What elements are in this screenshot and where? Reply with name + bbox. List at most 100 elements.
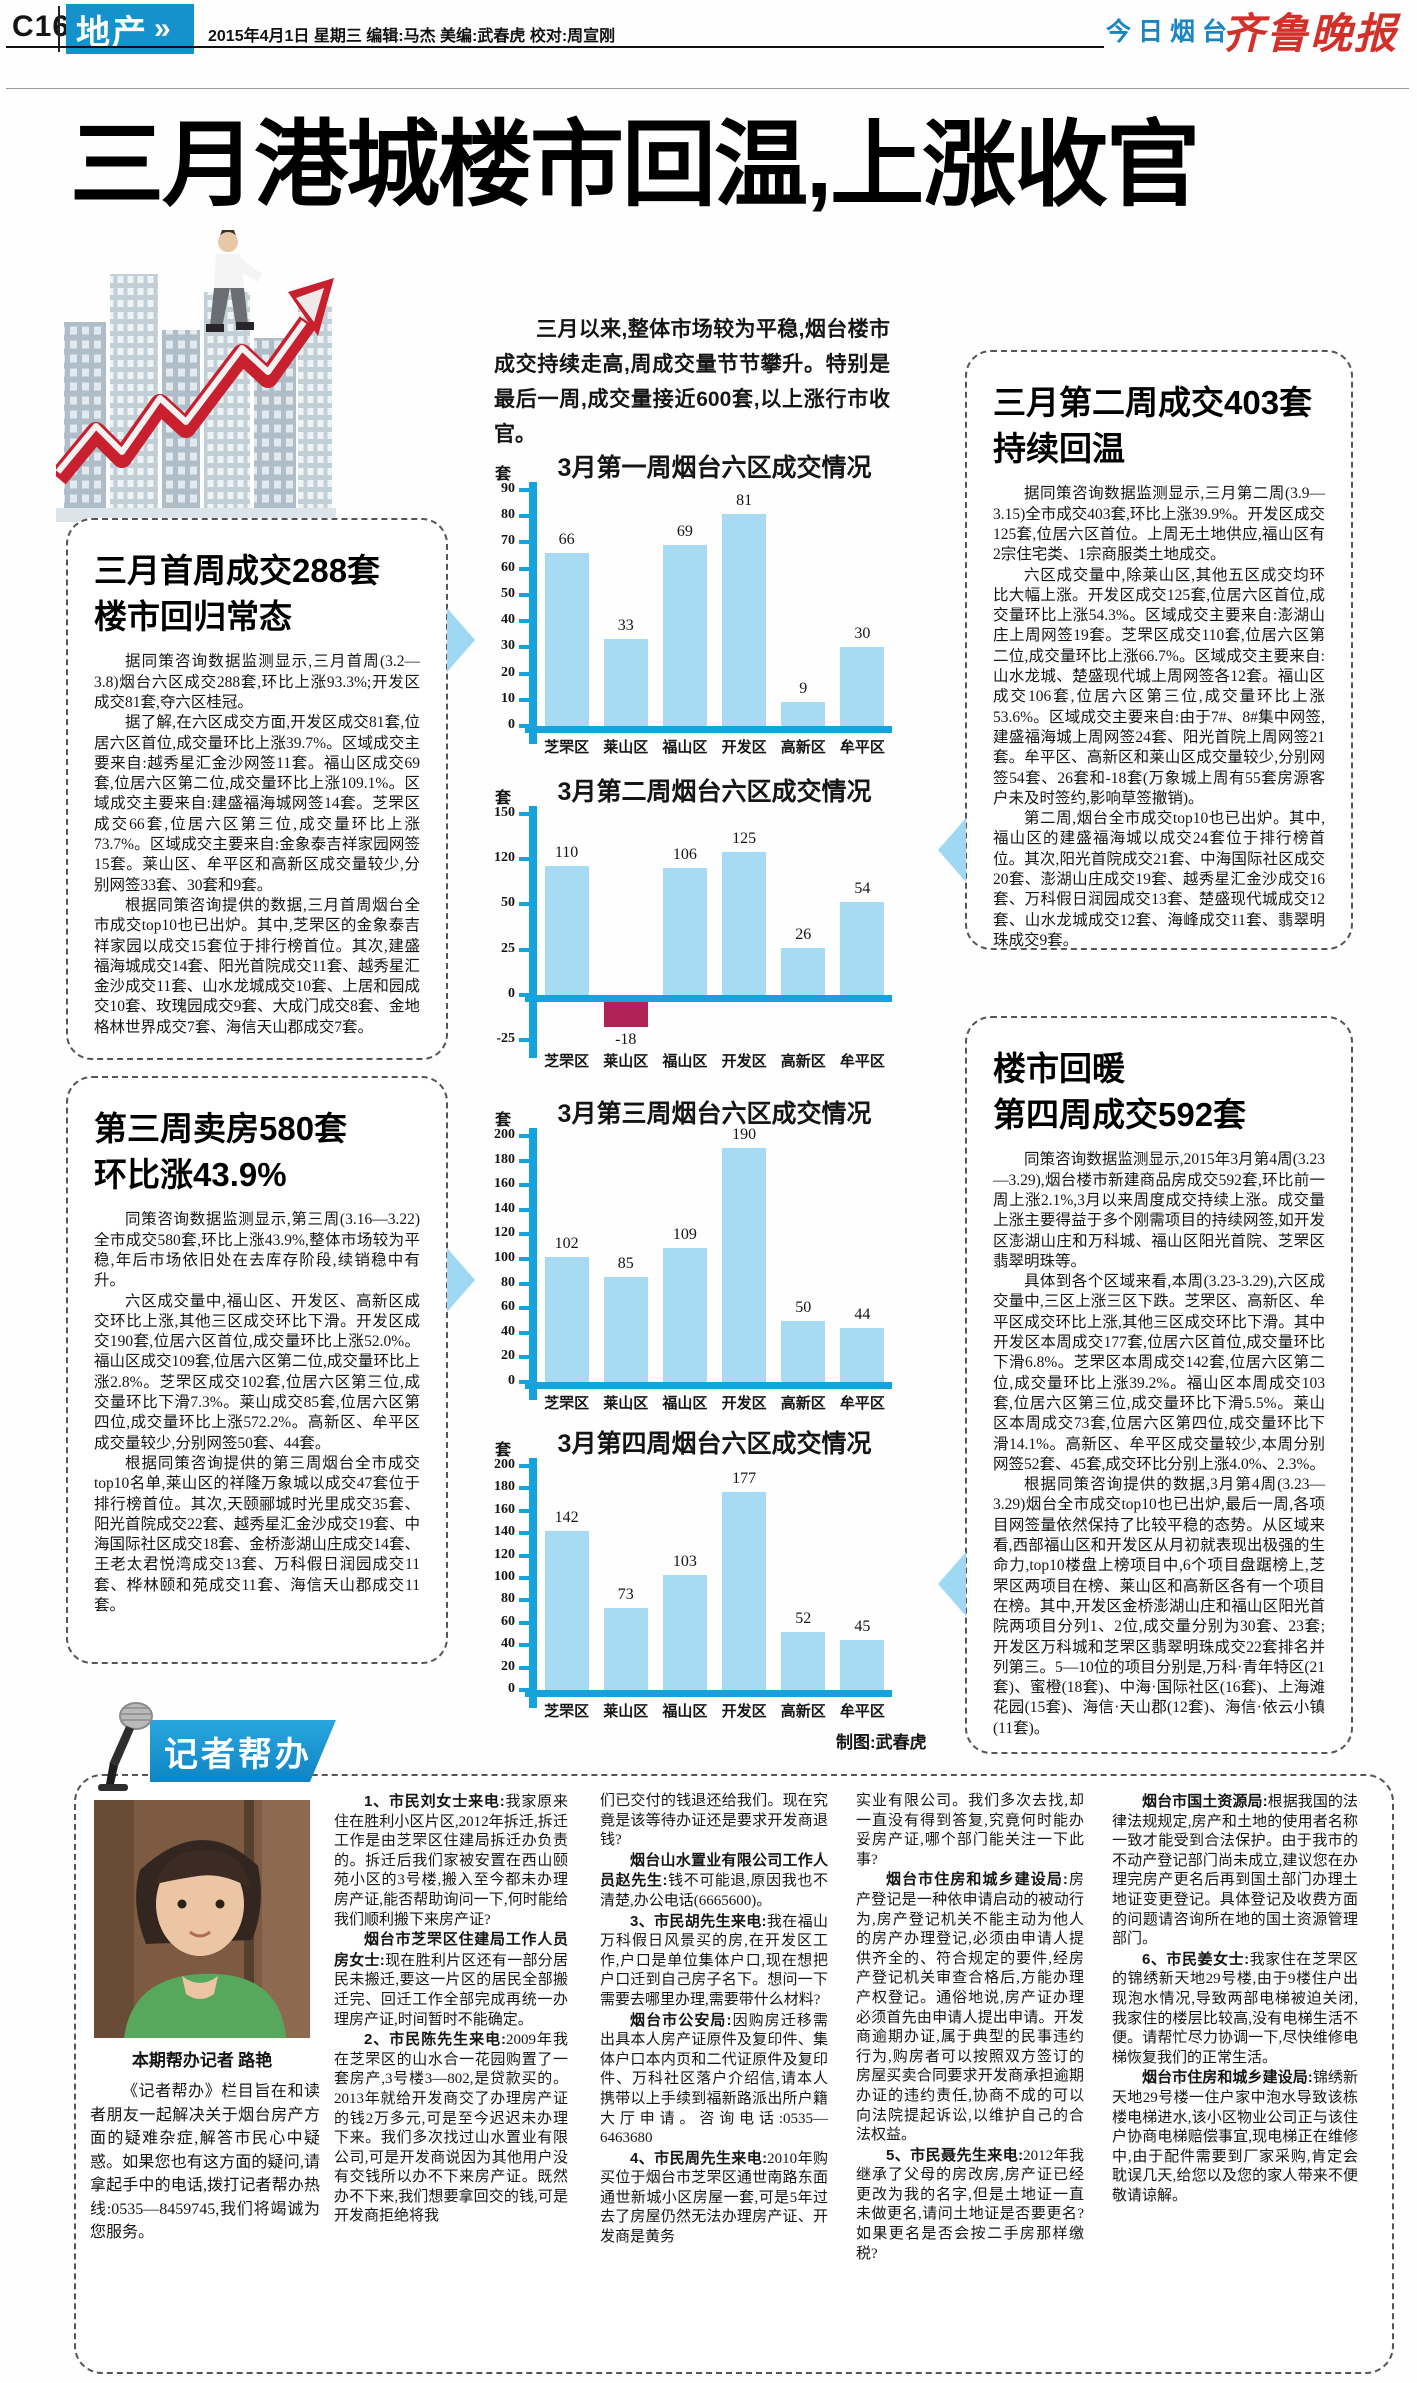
x-category-label: 莱山区 [603,1704,649,1720]
intro-paragraph: 三月以来,整体市场较为平稳,烟台楼市成交持续走高,周成交量节节攀升。特别是最后一… [494,318,890,446]
x-category-label: 开发区 [721,1054,767,1070]
y-tick-label: 160 [494,1176,515,1192]
x-category-label: 高新区 [780,1396,826,1412]
y-tick-label: 80 [501,1274,515,1290]
bar-value-label: 33 [617,617,634,635]
bar-value-label: 66 [558,530,575,548]
y-tick-label: 100 [494,1569,515,1584]
article-third-week: 第三周卖房580套 环比涨43.9% 同策咨询数据监测显示,第三周(3.16—3… [66,1076,448,1664]
bar-value-label: 69 [676,523,693,541]
y-tick-label: 140 [494,1200,515,1216]
y-tick-label: 200 [494,1457,515,1472]
x-category-label: 福山区 [662,1704,708,1720]
y-tick-mark [519,1134,529,1138]
y-axis-line [529,1128,537,1400]
chart-unit-label: 套 [495,1442,512,1459]
y-tick-label: 50 [501,895,515,911]
y-tick-mark [519,1688,529,1692]
bar-value-label: 106 [672,846,697,864]
bar-value-label: 45 [854,1617,871,1635]
connector-arrow-right-icon [447,608,475,672]
connector-arrow-left-icon [938,1552,966,1616]
x-category-label: 莱山区 [603,1054,649,1070]
header-divider [58,6,60,52]
date-editors-line: 2015年4月1日 星期三 编辑:马杰 美编:武春虎 校对:周宣刚 [208,28,616,45]
bar [722,851,767,995]
y-tick-mark [519,947,529,952]
x-axis-line [525,726,892,733]
chart-title: 3月第四周烟台六区成交情况 [557,1430,872,1458]
bar [544,1530,589,1690]
y-tick-label: 20 [501,1658,515,1674]
chart-title: 3月第二周烟台六区成交情况 [557,778,872,806]
x-category-label: 牟平区 [839,740,885,756]
bar-value-label: 52 [795,1609,812,1627]
y-tick-mark [519,812,529,816]
y-tick-label: 200 [494,1127,515,1142]
article-fourth-week: 楼市回暖 第四周成交592套 同策咨询数据监测显示,2015年3月第4周(3.2… [965,1016,1353,1754]
chart-unit-label: 套 [495,790,512,807]
y-tick-mark [519,488,529,492]
helpdesk-banner-label: 记者帮办 [164,1735,312,1774]
y-tick-mark [519,1643,529,1648]
connector-arrow-left-icon [938,818,966,882]
bar [603,1608,648,1690]
x-category-label: 开发区 [721,1704,767,1720]
y-tick-mark [519,619,529,624]
article-title: 三月首周成交288套 楼市回归常态 [94,552,381,636]
body-paragraph: 根据同策咨询提供的第三周烟台全市成交top10名单,莱山区的祥隆万象城以成交47… [94,1454,420,1615]
bar-value-label: 142 [554,1508,579,1526]
masthead-paper-logo: 齐鲁晚报 [1222,9,1399,58]
qa-paragraph: 6、市民姜女士:我家住在芝罘区的锦绣新天地29号楼,由于9楼住户出现泡水情况,导… [1112,1950,1358,2066]
article-title: 楼市回暖 第四周成交592套 [993,1050,1247,1134]
body-paragraph: 第二周,烟台全市成交top10也已出炉。其中,福山区的建盛福海城以成交24套位于… [993,810,1325,949]
x-category-label: 高新区 [780,1704,826,1720]
y-tick-mark [519,1486,529,1491]
x-category-label: 莱山区 [603,740,649,756]
y-tick-mark [519,1330,529,1335]
bar [722,1491,767,1690]
y-tick-mark [519,724,529,728]
y-tick-label: 20 [501,1348,515,1364]
x-category-label: 牟平区 [839,1054,885,1070]
bar [781,1320,826,1382]
y-tick-label: 80 [501,1591,515,1607]
bar [662,868,707,995]
y-tick-mark [519,671,529,676]
y-tick-mark [519,1281,529,1286]
body-paragraph: 六区成交量中,除莱山区,其他五区成交均环比大幅上涨。开发区成交125套,位居六区… [993,566,1325,807]
y-tick-label: 60 [501,1299,515,1315]
bar-value-label: 177 [732,1469,757,1487]
chart-title: 3月第一周烟台六区成交情况 [557,454,872,482]
bar-value-label: 26 [795,925,812,943]
y-tick-mark [519,857,529,862]
y-tick-mark [519,1355,529,1360]
chart-week1: 3月第一周烟台六区成交情况 套 90 80 70 60 50 40 30 20 10 0 66 芝罘区 33… [483,448,900,760]
y-tick-mark [519,1306,529,1311]
bar [544,865,589,995]
qa-paragraph: 3、市民胡先生来电:我在福山万科假日风景买的房,在开发区工作,户口是单位集体户口… [600,1912,828,2008]
x-category-label: 高新区 [780,1054,826,1070]
y-tick-mark [519,697,529,702]
y-tick-mark [519,1576,529,1580]
body-paragraph: 据同策咨询数据监测显示,三月第二周(3.9—3.15)全市成交403套,环比上涨… [993,485,1325,564]
bar-value-label: 73 [617,1586,634,1604]
chart-unit-label: 套 [495,466,512,483]
bar [840,901,885,995]
qa-column-2: 们已交付的钱退还给我们。现在究竟是该等待办证还是要求开发商退钱? 烟台山水置业有限… [600,1792,828,2360]
y-tick-mark [519,1183,529,1188]
section-title: 地产 [76,13,148,52]
y-tick-mark [519,992,529,997]
body-paragraph: 具体到各个区域来看,本周(3.23-3.29),六区成交量中,三区上涨三区下跌。… [993,1273,1325,1473]
page-number: C16 [12,10,71,43]
bar [781,947,826,995]
qa-paragraph: 2、市民陈先生来电:2009年我在芝罘区的山水合一花园购置了一套房产,3号楼3—… [334,2031,568,2225]
y-tick-label: 100 [494,1250,515,1265]
chart-title: 3月第三周烟台六区成交情况 [557,1100,872,1128]
y-tick-label: 80 [501,507,515,523]
x-category-label: 高新区 [780,740,826,756]
y-tick-mark [519,1531,529,1536]
y-tick-label: 60 [501,559,515,575]
x-category-label: 牟平区 [839,1396,885,1412]
chart-week4: 3月第四周烟台六区成交情况套 200 180 160 140 120 100 80 60 40 20… [483,1424,900,1724]
